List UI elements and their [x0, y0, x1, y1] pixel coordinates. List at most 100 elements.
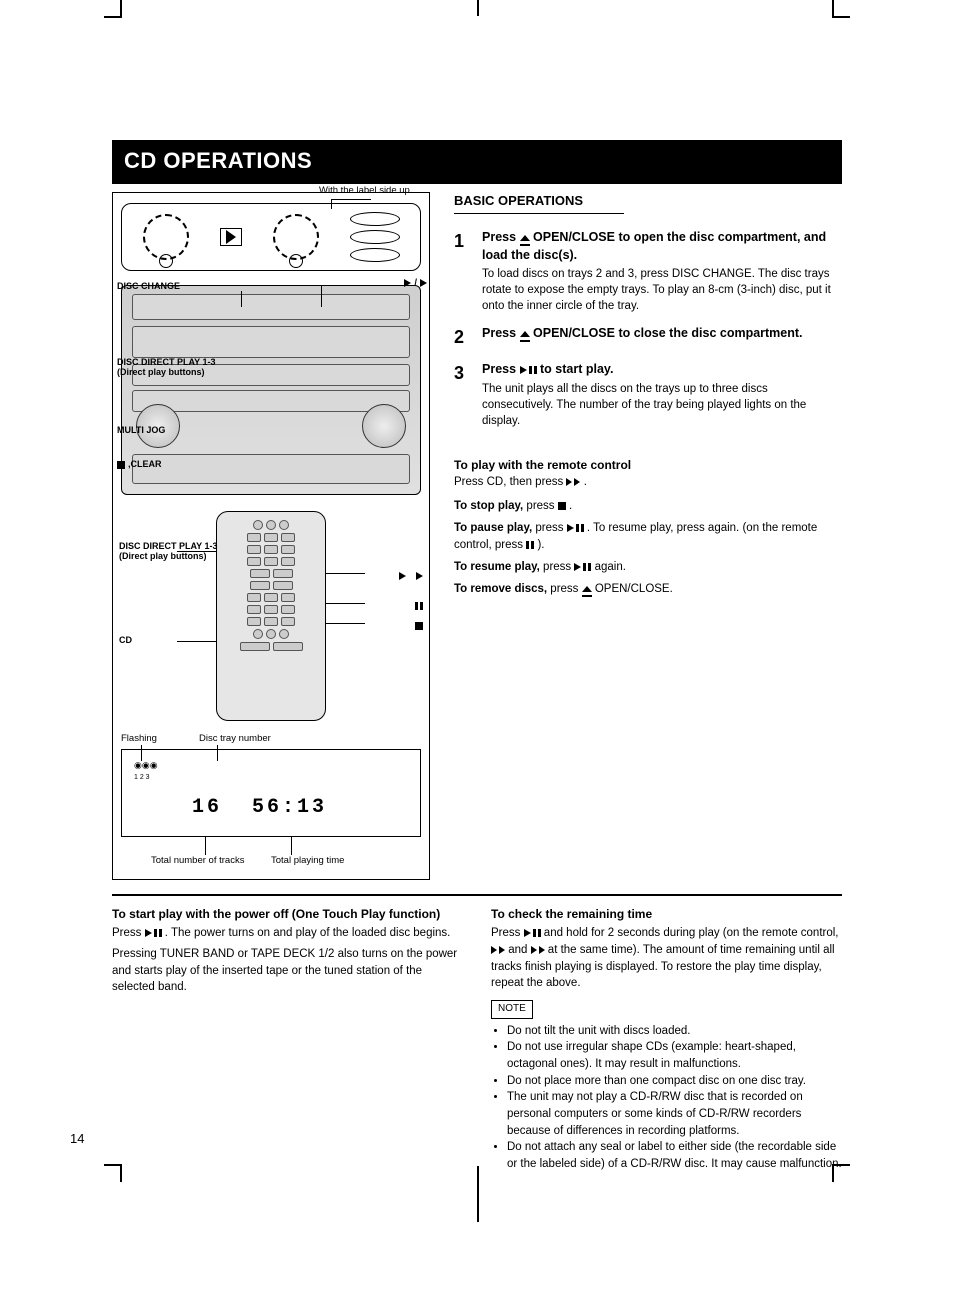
leader-line	[241, 291, 242, 307]
callout-stop-clear: ,CLEAR	[117, 459, 162, 469]
bottom-right-column: To check the remaining time Press and ho…	[491, 906, 842, 1173]
callout-remote-play	[399, 567, 423, 585]
leader-line	[291, 837, 292, 855]
block-stop: To stop play, press .	[454, 498, 842, 514]
crop-mark	[104, 1164, 122, 1182]
two-column-layout: With the label side up DISC CHANGE	[112, 192, 842, 880]
pause-icon	[154, 927, 162, 939]
block-pause: To pause play, press . To resume play, p…	[454, 520, 842, 552]
step-1: 1 Press OPEN/CLOSE to open the disc comp…	[454, 228, 842, 315]
stop-icon	[415, 617, 423, 635]
main-unit-illustration	[121, 285, 421, 495]
pause-icon	[576, 522, 584, 534]
step-number: 1	[454, 228, 474, 315]
display-tracks: 16	[192, 796, 222, 819]
label-total-tracks: Total number of tracks	[151, 855, 244, 866]
crop-mark	[477, 1166, 479, 1222]
step-3: 3 Press to start play. The unit plays al…	[454, 360, 842, 428]
section-rule	[112, 894, 842, 896]
one-touch-heading: To start play with the power off (One To…	[112, 906, 463, 923]
play-icon	[420, 277, 427, 287]
pause-icon	[415, 597, 423, 615]
page-title: CD OPERATIONS	[124, 148, 830, 174]
leader-line	[325, 603, 365, 604]
page-number: 14	[70, 1131, 84, 1146]
callout-disc-change: DISC CHANGE	[117, 281, 180, 291]
crop-mark	[832, 1164, 850, 1182]
callout-remote-cd: CD	[119, 635, 132, 645]
crop-mark	[104, 0, 122, 18]
step-title: Press OPEN/CLOSE to close the disc compa…	[482, 324, 842, 342]
play-icon	[399, 567, 406, 585]
play-icon	[416, 567, 423, 585]
pause-icon	[533, 927, 541, 939]
play-icon	[574, 561, 581, 573]
step-2: 2 Press OPEN/CLOSE to close the disc com…	[454, 324, 842, 350]
step-desc: To load discs on trays 2 and 3, press DI…	[482, 266, 842, 314]
block-resume: To resume play, press again.	[454, 559, 842, 575]
disc-stack-icon	[350, 212, 400, 262]
label-disc-tray-number: Disc tray number	[199, 733, 271, 744]
lcd-display: ◉◉◉1 2 3 16 56:13	[121, 749, 421, 837]
leader-line	[325, 623, 365, 624]
display-time: 56:13	[252, 796, 327, 819]
leader-line	[177, 551, 217, 552]
step-title: Press to start play.	[482, 360, 842, 378]
step-number: 2	[454, 324, 474, 350]
callout-play-pause: /	[404, 277, 427, 287]
leader-line	[177, 641, 217, 642]
instruction-column: BASIC OPERATIONS 1 Press OPEN/CLOSE to o…	[454, 192, 842, 880]
leader-line	[321, 285, 322, 307]
note-item: Do not use irregular shape CDs (example:…	[507, 1039, 842, 1072]
step-number: 3	[454, 360, 474, 428]
play-icon	[520, 362, 527, 376]
double-play-icon	[491, 944, 505, 956]
cd-tray-icons: ◉◉◉1 2 3	[134, 760, 158, 781]
block-remote-play: To play with the remote control Press CD…	[454, 457, 842, 490]
stop-icon	[558, 500, 566, 512]
step-desc: The unit plays all the discs on the tray…	[482, 381, 842, 429]
disc-loading-hint	[121, 203, 421, 271]
page-root: CD OPERATIONS	[0, 0, 954, 1306]
leader-line	[331, 199, 371, 200]
remote-illustration	[216, 511, 326, 721]
eject-icon	[520, 326, 530, 340]
callout-multi-jog: MULTI JOG	[117, 425, 165, 435]
callout-disc-direct: DISC DIRECT PLAY 1-3 (Direct play button…	[117, 357, 216, 377]
one-touch-p2: Pressing TUNER BAND or TAPE DECK 1/2 als…	[112, 946, 463, 996]
arrow-icon	[220, 228, 242, 246]
note-item: Do not place more than one compact disc …	[507, 1073, 842, 1090]
note-item: Do not attach any seal or label to eithe…	[507, 1139, 842, 1172]
crop-mark	[477, 0, 479, 16]
section-heading: BASIC OPERATIONS	[454, 192, 842, 211]
notes-list: Do not tilt the unit with discs loaded. …	[491, 1023, 842, 1173]
tray-icon	[273, 214, 319, 260]
label-flashing: Flashing	[121, 733, 157, 744]
double-play-icon	[531, 944, 545, 956]
note-badge: NOTE	[491, 1000, 533, 1019]
note-item: The unit may not play a CD-R/RW disc tha…	[507, 1089, 842, 1139]
step-title: Press OPEN/CLOSE to open the disc compar…	[482, 228, 842, 264]
one-touch-p1: Press . The power turns on and play of t…	[112, 925, 463, 942]
eject-icon	[582, 583, 592, 595]
play-icon	[404, 277, 411, 287]
leader-line	[325, 573, 365, 574]
leader-line	[331, 199, 332, 209]
callout-remote-stop	[415, 617, 423, 635]
block-remove: To remove discs, press OPEN/CLOSE.	[454, 581, 842, 597]
section-title-bar: CD OPERATIONS	[112, 140, 842, 184]
tray-icon	[143, 214, 189, 260]
illustration-frame: With the label side up DISC CHANGE	[112, 192, 430, 880]
bottom-left-column: To start play with the power off (One To…	[112, 906, 463, 1173]
illustration-column: With the label side up DISC CHANGE	[112, 192, 430, 880]
crop-mark	[832, 0, 850, 18]
label-total-time: Total playing time	[271, 855, 344, 866]
leader-line	[205, 837, 206, 855]
stop-icon	[117, 459, 125, 469]
note-item: Do not tilt the unit with discs loaded.	[507, 1023, 842, 1040]
pause-icon	[526, 539, 534, 551]
double-play-icon	[566, 476, 580, 488]
pause-icon	[583, 561, 591, 573]
remaining-time-body: Press and hold for 2 seconds during play…	[491, 925, 842, 992]
heading-rule	[454, 213, 624, 214]
